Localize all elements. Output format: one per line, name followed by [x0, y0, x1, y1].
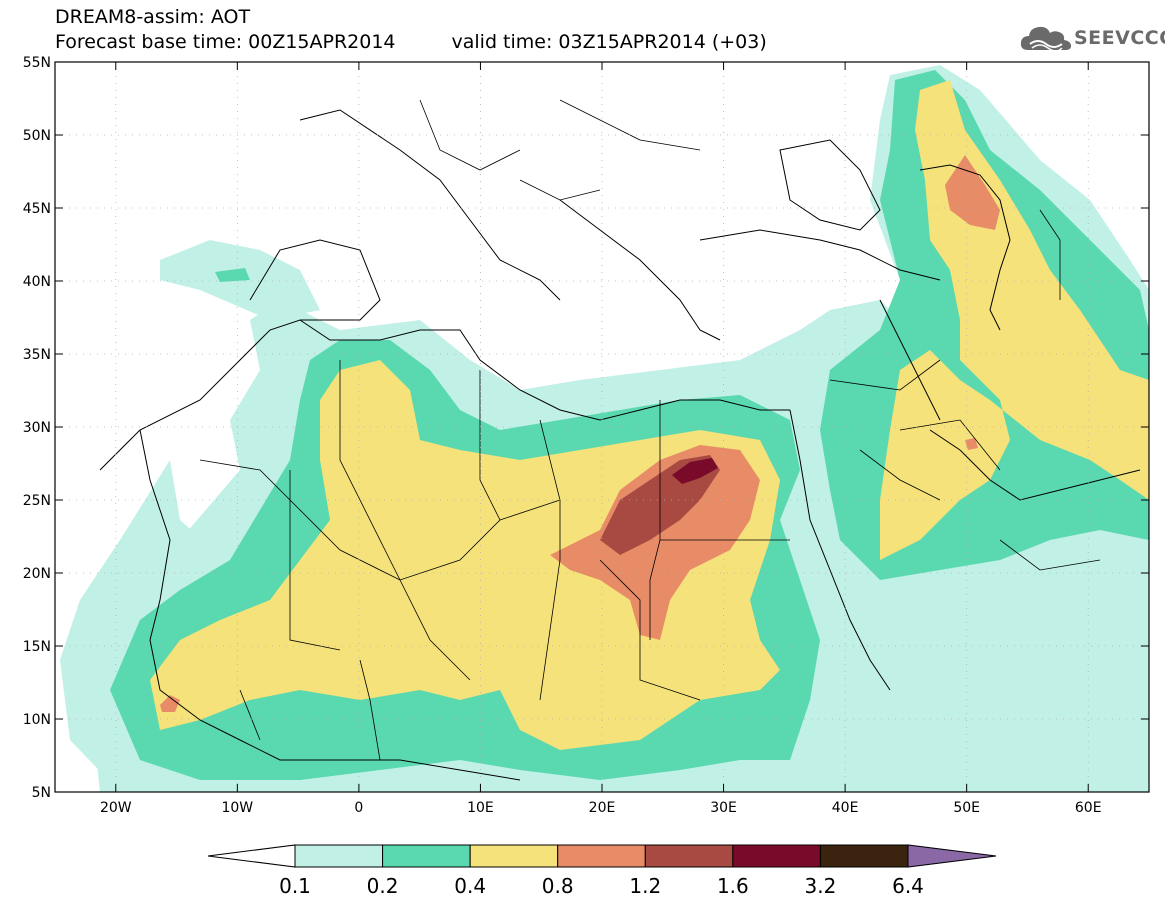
colorbar-level-label: 1.6: [717, 874, 749, 898]
aot-band-0.8: [160, 155, 1000, 712]
valid-time: valid time: 03Z15APR2014 (+03): [451, 31, 767, 53]
lon-tick-label: 10W: [221, 800, 253, 816]
coastlines: [99, 109, 1141, 781]
lat-tick-label: 45N: [23, 201, 51, 217]
colorbar-box: [382, 844, 471, 868]
colorbar-level-label: 3.2: [805, 874, 837, 898]
lat-tick-label: 35N: [23, 347, 51, 363]
logo-text: SEEVCCC: [1074, 27, 1165, 49]
colorbar: 0.1 0.2 0.4 0.8 1.2 1.6 3.2 6.4: [207, 844, 997, 898]
lon-tick-label: 20E: [589, 800, 616, 816]
seevccc-logo: SEEVCCC: [1018, 22, 1165, 56]
base-time: Forecast base time: 00Z15APR2014: [55, 31, 396, 53]
colorbar-box: [469, 844, 559, 868]
lat-tick-label: 30N: [23, 420, 51, 436]
colorbar-box: [819, 844, 909, 868]
lon-tick-label: 60E: [1075, 800, 1102, 816]
lon-tick-label: 0: [354, 800, 363, 816]
longitude-ticks: 20W 10W 0 10E 20E 30E 40E 50E 60E: [100, 62, 1102, 816]
lat-tick-label: 20N: [23, 566, 51, 582]
colorbar-level-label: 0.1: [279, 874, 311, 898]
colorbar-level-label: 0.4: [454, 874, 486, 898]
lat-tick-label: 40N: [23, 274, 51, 290]
aot-band-1.6: [672, 458, 718, 484]
latitude-ticks: 55N 50N 45N 40N 35N 30N 25N 20N 15N 10N 5N: [23, 55, 1149, 801]
colorbar-level-label: 0.8: [542, 874, 574, 898]
colorbar-level-label: 0.2: [367, 874, 399, 898]
lat-tick-label: 55N: [23, 55, 51, 71]
lat-tick-label: 15N: [23, 639, 51, 655]
colorbar-box: [557, 844, 646, 868]
lat-tick-label: 10N: [23, 712, 51, 728]
colorbar-box: [644, 844, 734, 868]
lon-tick-label: 40E: [832, 800, 859, 816]
colorbar-arrow-low: [207, 844, 296, 868]
lon-tick-label: 30E: [710, 800, 737, 816]
borders: [199, 99, 1101, 761]
map-title: DREAM8-assim: AOT: [55, 6, 251, 28]
graticule: [55, 61, 1149, 793]
lat-tick-label: 25N: [23, 493, 51, 509]
colorbar-level-label: 6.4: [892, 874, 924, 898]
cloud-icon: [1020, 26, 1071, 52]
colorbar-level-label: 1.2: [629, 874, 661, 898]
colorbar-box: [732, 844, 821, 868]
lon-tick-label: 10E: [467, 800, 494, 816]
colorbar-arrow-high: [907, 844, 997, 868]
time-info: Forecast base time: 00Z15APR2014 valid ti…: [55, 31, 767, 53]
lat-tick-label: 5N: [32, 785, 51, 801]
lat-tick-label: 50N: [23, 128, 51, 144]
lon-tick-label: 50E: [953, 800, 980, 816]
colorbar-box: [294, 844, 384, 868]
lon-tick-label: 20W: [100, 800, 132, 816]
